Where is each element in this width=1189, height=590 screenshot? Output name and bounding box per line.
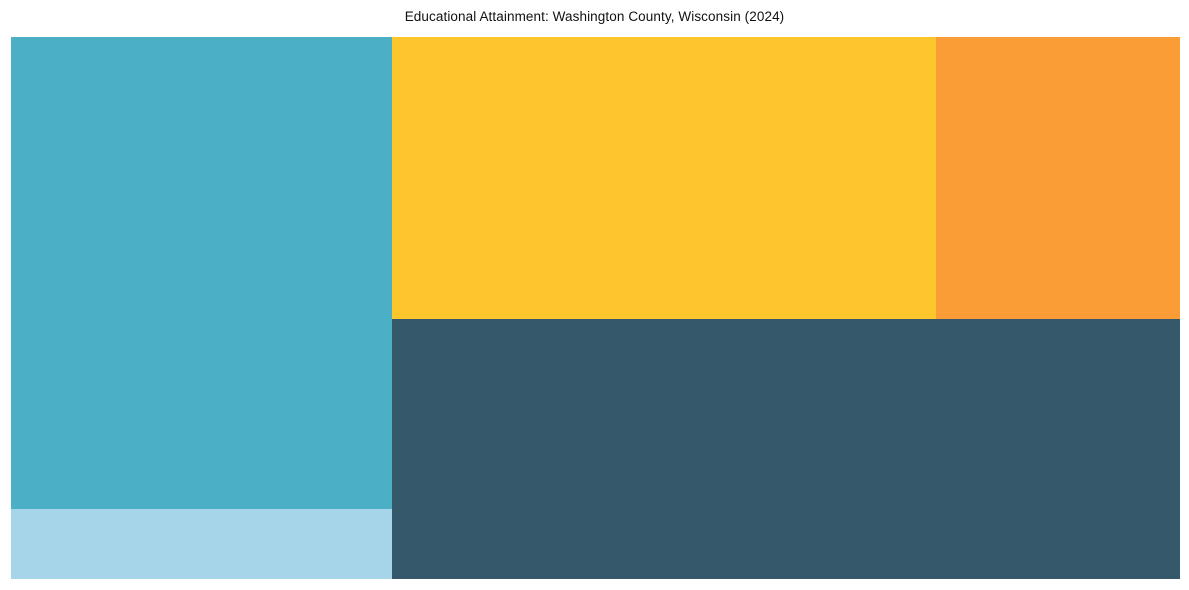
treemap-tile-yellow xyxy=(392,37,936,319)
treemap-tile-teal xyxy=(11,37,392,509)
treemap-tile-orange xyxy=(936,37,1180,319)
chart-title: Educational Attainment: Washington Count… xyxy=(404,9,785,24)
treemap-tile-light-blue xyxy=(11,509,392,579)
treemap-tile-dark-slate xyxy=(392,319,1180,579)
treemap-area xyxy=(11,37,1180,579)
